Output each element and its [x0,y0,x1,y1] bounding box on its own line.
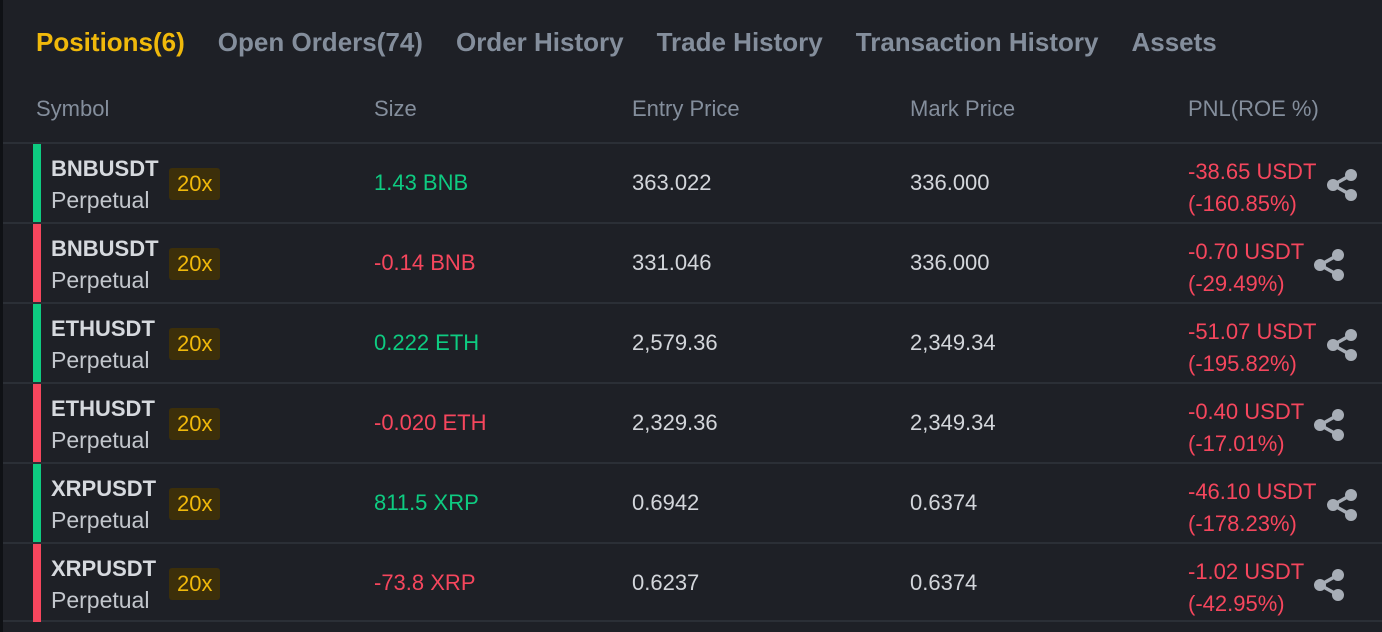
table-row: ETHUSDT Perpetual 20x -0.020 ETH 2,329.3… [3,382,1382,462]
pnl-value: -51.07 USDT [1188,319,1317,344]
roe-value: (-42.95%) [1188,591,1285,616]
mark-price-value: 0.6374 [910,570,978,595]
column-header-symbol: Symbol [36,96,110,121]
symbol-label[interactable]: ETHUSDT [51,316,155,341]
roe-value: (-29.49%) [1188,271,1285,296]
share-icon[interactable] [1310,246,1348,284]
pnl-cell: -0.70 USDT (-29.49%) [1188,236,1304,300]
roe-value: (-160.85%) [1188,191,1297,216]
tab-assets[interactable]: Assets [1131,26,1217,57]
pnl-value: -46.10 USDT [1188,479,1317,504]
leverage-badge[interactable]: 20x [169,168,221,200]
side-indicator [33,544,41,622]
pnl-cell: -46.10 USDT (-178.23%) [1188,476,1316,540]
symbol-label[interactable]: XRPUSDT [51,556,157,581]
leverage-badge[interactable]: 20x [169,488,221,520]
column-header-entry-price: Entry Price [632,96,740,121]
mark-price-value: 2,349.34 [910,410,996,435]
contract-type-label: Perpetual [51,507,150,533]
tab-transaction-history[interactable]: Transaction History [855,26,1099,57]
symbol-label[interactable]: BNBUSDT [51,156,159,181]
side-indicator [33,464,41,542]
pnl-value: -1.02 USDT [1188,559,1305,584]
entry-price-value: 363.022 [632,170,712,195]
mark-price-value: 0.6374 [910,490,978,515]
size-value: 0.222 ETH [374,330,480,355]
entry-price-value: 2,329.36 [632,410,718,435]
table-row: BNBUSDT Perpetual 20x 1.43 BNB 363.022 3… [3,142,1382,222]
side-indicator [33,304,41,382]
table-row: XRPUSDT Perpetual 20x -73.8 XRP 0.6237 0… [3,542,1382,622]
entry-price-value: 331.046 [632,250,712,275]
share-icon[interactable] [1310,406,1348,444]
table-row: ETHUSDT Perpetual 20x 0.222 ETH 2,579.36… [3,302,1382,382]
roe-value: (-17.01%) [1188,431,1285,456]
entry-price-value: 0.6237 [632,570,700,595]
leverage-badge[interactable]: 20x [169,328,221,360]
pnl-cell: -0.40 USDT (-17.01%) [1188,396,1304,460]
contract-type-label: Perpetual [51,587,150,613]
leverage-badge[interactable]: 20x [169,568,221,600]
size-value: -73.8 XRP [374,570,476,595]
table-header: Symbol Size Entry Price Mark Price PNL(R… [3,96,1382,128]
table-row: XRPUSDT Perpetual 20x 811.5 XRP 0.6942 0… [3,462,1382,542]
size-value: -0.020 ETH [374,410,487,435]
entry-price-value: 2,579.36 [632,330,718,355]
side-indicator [33,224,41,302]
pnl-value: -0.40 USDT [1188,399,1305,424]
tab-positions[interactable]: Positions(6) [36,26,185,57]
symbol-label[interactable]: XRPUSDT [51,476,157,501]
table-row: BNBUSDT Perpetual 20x -0.14 BNB 331.046 … [3,222,1382,302]
roe-value: (-178.23%) [1188,511,1297,536]
tab-bar: Positions(6) Open Orders(74) Order Histo… [36,22,1217,62]
entry-price-value: 0.6942 [632,490,700,515]
pnl-value: -38.65 USDT [1188,159,1317,184]
share-icon[interactable] [1323,326,1361,364]
contract-type-label: Perpetual [51,427,150,453]
side-indicator [33,144,41,222]
pnl-cell: -38.65 USDT (-160.85%) [1188,156,1316,220]
leverage-badge[interactable]: 20x [169,408,221,440]
column-header-size: Size [374,96,417,121]
pnl-cell: -51.07 USDT (-195.82%) [1188,316,1316,380]
symbol-label[interactable]: ETHUSDT [51,396,155,421]
symbol-label[interactable]: BNBUSDT [51,236,159,261]
pnl-cell: -1.02 USDT (-42.95%) [1188,556,1304,620]
contract-type-label: Perpetual [51,187,150,213]
column-header-mark-price: Mark Price [910,96,1016,121]
share-icon[interactable] [1323,166,1361,204]
mark-price-value: 2,349.34 [910,330,996,355]
leverage-badge[interactable]: 20x [169,248,221,280]
roe-value: (-195.82%) [1188,351,1297,376]
tab-order-history[interactable]: Order History [455,26,624,57]
share-icon[interactable] [1323,486,1361,524]
size-value: 811.5 XRP [374,490,479,515]
share-icon[interactable] [1310,566,1348,604]
tab-trade-history[interactable]: Trade History [656,26,823,57]
mark-price-value: 336.000 [910,170,990,195]
contract-type-label: Perpetual [51,347,150,373]
tab-open-orders[interactable]: Open Orders(74) [217,26,423,57]
side-indicator [33,384,41,462]
column-header-pnl: PNL(ROE %) [1188,96,1319,121]
pnl-value: -0.70 USDT [1188,239,1305,264]
contract-type-label: Perpetual [51,267,150,293]
size-value: -0.14 BNB [374,250,476,275]
positions-table: BNBUSDT Perpetual 20x 1.43 BNB 363.022 3… [3,142,1382,622]
size-value: 1.43 BNB [374,170,469,195]
mark-price-value: 336.000 [910,250,990,275]
